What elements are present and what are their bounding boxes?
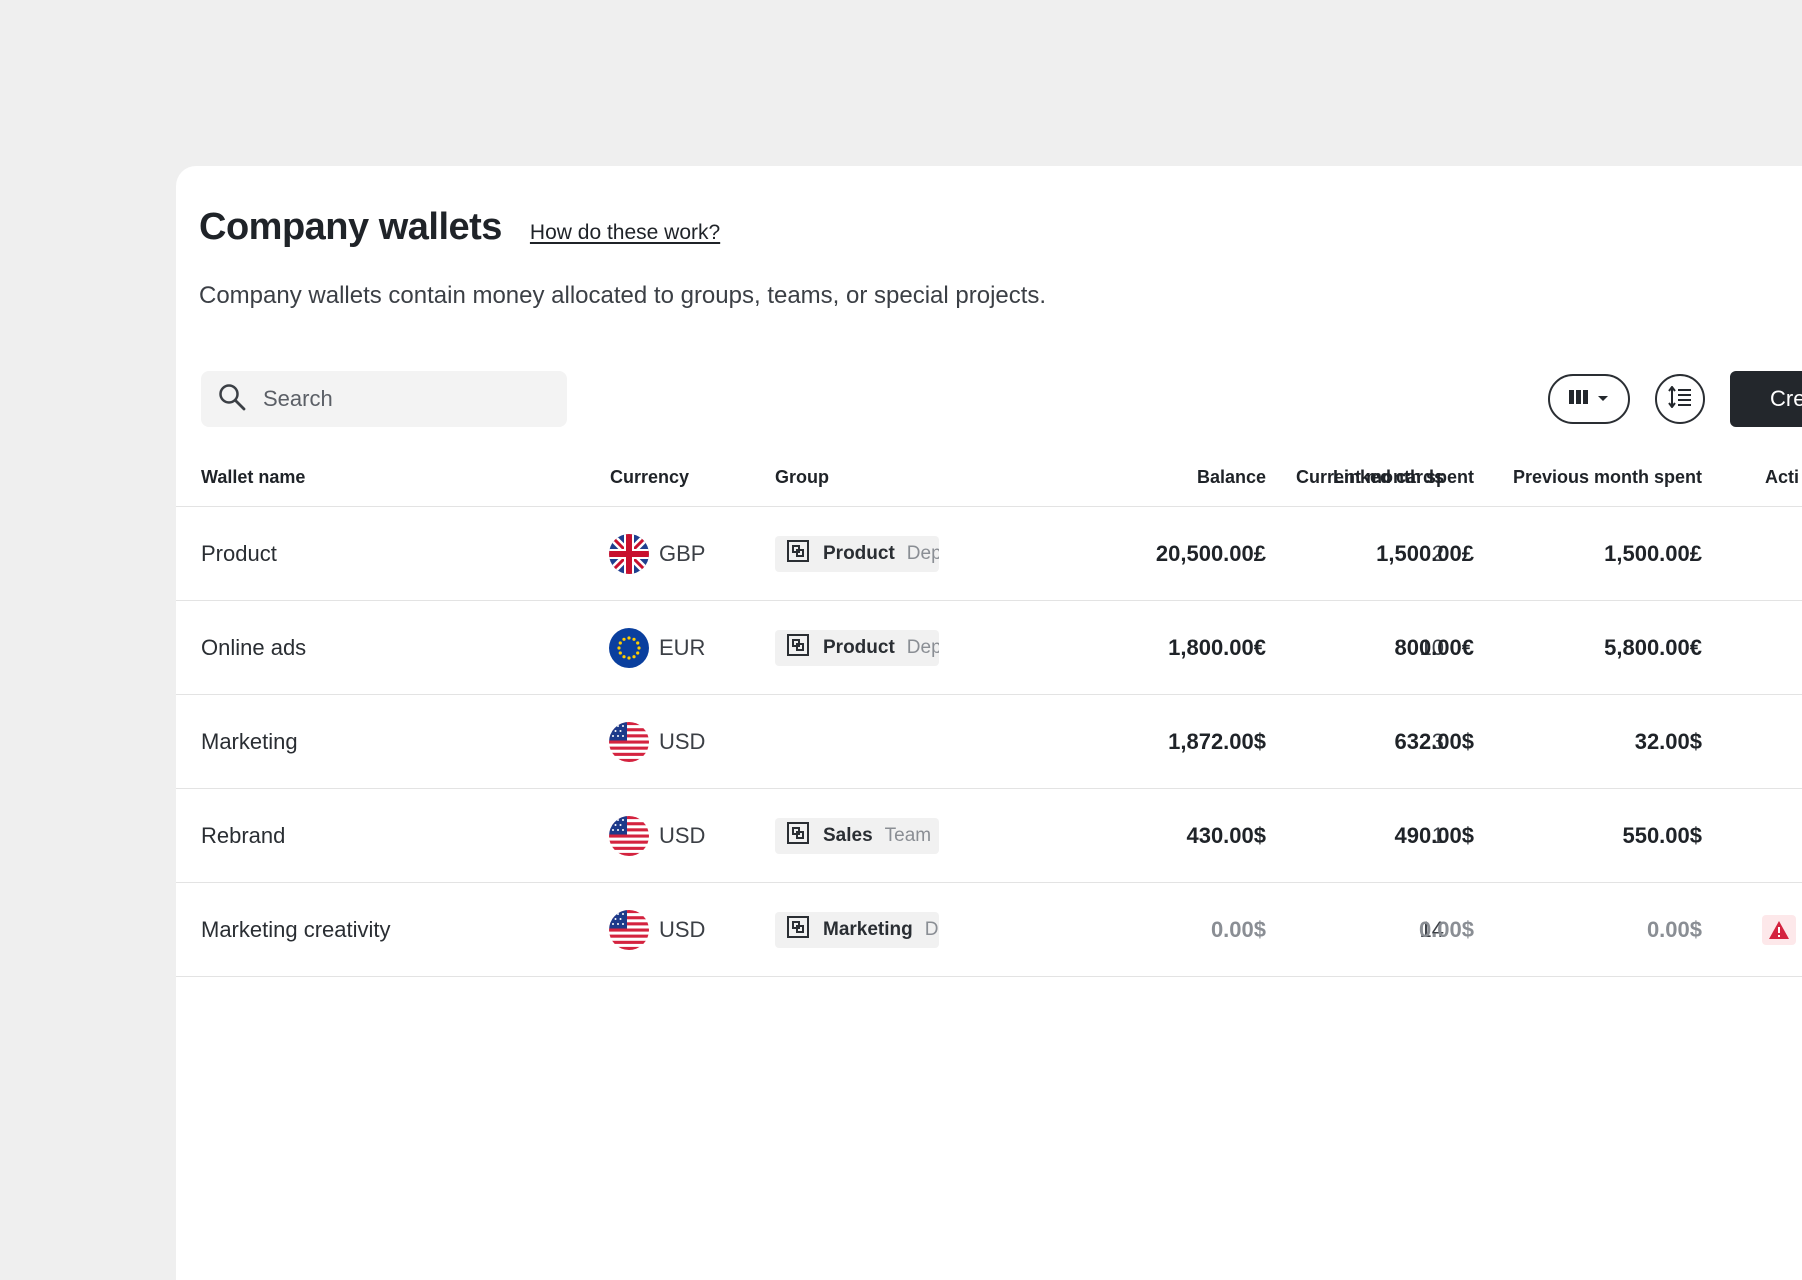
linked-cards-value: 3 <box>1431 729 1444 754</box>
previous-month-value: 5,800.00€ <box>1604 635 1702 660</box>
current-month-value: 1,500.00£ <box>1376 541 1474 566</box>
linked-cards-value: 2 <box>1431 541 1444 566</box>
chevron-down-icon <box>1597 390 1609 408</box>
group-cell: Product Dep <box>775 601 939 695</box>
currency-cell: EUR <box>609 601 705 695</box>
us-flag-icon <box>609 816 649 856</box>
balance-value: 20,500.00£ <box>1155 541 1266 566</box>
table-header: Wallet name Currency Group Balance Linke… <box>176 448 1802 507</box>
column-header-current-month[interactable]: Current month spent <box>1296 467 1474 487</box>
column-header-balance[interactable]: Balance <box>1196 467 1266 487</box>
linked-cards-value: 10 <box>1419 635 1444 660</box>
linked-cards-value: 14 <box>1419 917 1444 942</box>
previous-month-value: 0.00$ <box>1646 917 1702 942</box>
balance-value: 0.00$ <box>1210 917 1266 942</box>
currency-code: USD <box>659 917 706 942</box>
group-icon <box>785 538 811 570</box>
page-subtitle: Company wallets contain money allocated … <box>199 282 1047 309</box>
table-row[interactable]: Marketing creativity USD Marketing D 0.0… <box>176 883 1802 977</box>
linked-cards-value: 1 <box>1431 823 1444 848</box>
columns-icon <box>1569 389 1589 410</box>
search-box[interactable] <box>201 371 567 427</box>
current-month-value: 800.00€ <box>1394 635 1474 660</box>
search-input[interactable] <box>263 386 543 412</box>
currency-cell: GBP <box>609 507 705 601</box>
currency-code: EUR <box>659 635 706 660</box>
balance-value: 430.00$ <box>1186 823 1266 848</box>
previous-month-value: 32.00$ <box>1634 729 1702 754</box>
table-row[interactable]: Rebrand USD Sales Team 430.00$ 1 490.00$… <box>176 789 1802 883</box>
group-name: Product <box>823 543 895 564</box>
group-chip[interactable]: Sales Team <box>775 818 939 854</box>
warning-cell <box>1762 883 1802 977</box>
currency-code: USD <box>659 823 706 848</box>
wallet-name: Marketing <box>201 729 298 754</box>
group-name: Marketing <box>823 919 913 940</box>
column-header-currency[interactable]: Currency <box>610 467 690 487</box>
sort-button[interactable] <box>1655 374 1705 424</box>
currency-code: USD <box>659 729 706 754</box>
previous-month-value: 550.00$ <box>1622 823 1702 848</box>
group-cell: Sales Team <box>775 789 939 883</box>
sort-icon <box>1668 384 1692 413</box>
help-link[interactable]: How do these work? <box>529 221 721 244</box>
current-month-value: 632.00$ <box>1394 729 1474 754</box>
group-chip[interactable]: Product Dep <box>775 630 939 666</box>
group-icon <box>785 820 811 852</box>
group-type: Dep <box>906 543 939 564</box>
table-row[interactable]: Online ads EUR Product Dep 1,800.00€ 10 … <box>176 601 1802 695</box>
group-type: Team <box>884 825 932 846</box>
column-header-actions[interactable]: Acti <box>1765 467 1800 487</box>
column-header-group[interactable]: Group <box>775 467 829 487</box>
group-cell: Marketing D <box>775 883 939 977</box>
warning-icon[interactable] <box>1762 915 1796 945</box>
currency-cell: USD <box>609 695 705 789</box>
us-flag-icon <box>609 910 649 950</box>
previous-month-value: 1,500.00£ <box>1604 541 1702 566</box>
group-icon <box>785 632 811 664</box>
currency-cell: USD <box>609 789 705 883</box>
group-chip[interactable]: Product Dep <box>775 536 939 572</box>
current-month-value: 0.00$ <box>1418 917 1474 942</box>
group-cell: Product Dep <box>775 507 939 601</box>
us-flag-icon <box>609 722 649 762</box>
wallet-name: Product <box>201 541 277 566</box>
group-type: D <box>924 919 939 940</box>
currency-cell: USD <box>609 883 705 977</box>
group-type: Dep <box>906 637 939 658</box>
title-row: Company wallets How do these work? <box>199 206 720 249</box>
columns-button[interactable] <box>1548 374 1630 424</box>
group-icon <box>785 914 811 946</box>
wallet-name: Marketing creativity <box>201 917 391 942</box>
balance-value: 1,800.00€ <box>1168 635 1266 660</box>
page-title: Company wallets <box>199 206 502 248</box>
current-month-value: 490.00$ <box>1394 823 1474 848</box>
column-header-wallet-name[interactable]: Wallet name <box>201 467 306 487</box>
table-row[interactable]: Product GBP Product Dep 20,500.00£ 2 1,5… <box>176 507 1802 601</box>
column-header-linked-cards[interactable]: Linked cards <box>1332 467 1444 487</box>
balance-value: 1,872.00$ <box>1168 729 1266 754</box>
group-name: Product <box>823 637 895 658</box>
wallet-name: Rebrand <box>201 823 286 848</box>
currency-code: GBP <box>659 541 706 566</box>
wallets-panel: Company wallets How do these work? Compa… <box>176 166 1802 1280</box>
search-icon <box>217 382 247 417</box>
column-header-previous-month[interactable]: Previous month spent <box>1512 467 1702 487</box>
eu-flag-icon <box>609 628 649 668</box>
uk-flag-icon <box>609 534 649 574</box>
table-row[interactable]: Marketing USD 1,872.00$ 3 632.00$ 32.00$ <box>176 695 1802 789</box>
group-chip[interactable]: Marketing D <box>775 912 939 948</box>
group-name: Sales <box>823 825 873 846</box>
create-wallet-button[interactable]: Cre <box>1730 371 1802 427</box>
wallet-name: Online ads <box>201 635 307 660</box>
